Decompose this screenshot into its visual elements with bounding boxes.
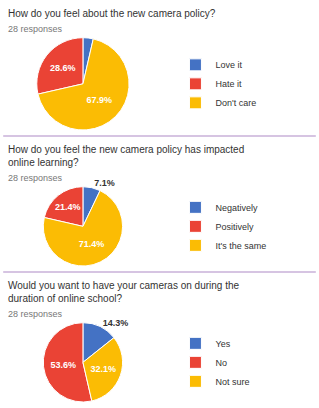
svg-text:7.1%: 7.1% [94,178,115,188]
svg-text:Not sure: Not sure [215,377,249,387]
svg-text:Would you want to have your ca: Would you want to have your cameras on d… [8,280,239,304]
svg-text:Hate it: Hate it [215,79,242,89]
svg-text:Negatively: Negatively [215,203,258,213]
svg-text:28 responses: 28 responses [8,24,63,34]
svg-text:How do you feel the new camera: How do you feel the new camera policy ha… [8,144,244,168]
svg-text:71.4%: 71.4% [79,239,105,249]
svg-text:28 responses: 28 responses [8,173,63,183]
svg-text:53.6%: 53.6% [50,360,76,370]
svg-text:28.6%: 28.6% [50,63,76,73]
svg-text:Positively: Positively [215,222,254,232]
svg-text:67.9%: 67.9% [86,95,112,105]
svg-text:Love it: Love it [215,60,242,70]
svg-text:No: No [215,358,227,368]
svg-text:Yes: Yes [215,339,230,349]
svg-text:How do you feel about the new: How do you feel about the new camera pol… [8,8,216,19]
svg-text:It's the same: It's the same [215,241,266,251]
svg-text:28 responses: 28 responses [8,309,63,319]
svg-text:32.1%: 32.1% [90,364,116,374]
svg-text:21.4%: 21.4% [55,202,81,212]
svg-text:Don't care: Don't care [215,98,256,108]
svg-text:14.3%: 14.3% [103,318,129,328]
